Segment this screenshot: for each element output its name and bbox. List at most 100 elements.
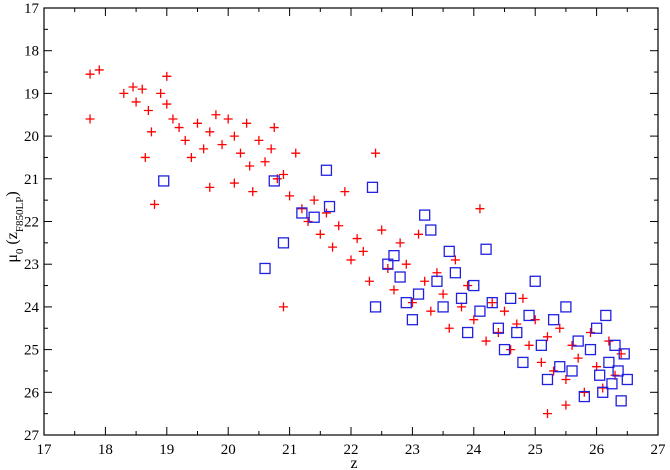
data-point-square	[609, 339, 621, 351]
data-point-square	[468, 279, 480, 292]
data-point-plus	[604, 336, 614, 346]
y-tick-label: 27	[24, 428, 40, 444]
data-point-plus	[297, 204, 307, 214]
data-point-square	[572, 335, 584, 347]
data-point-plus	[481, 336, 491, 346]
data-point-plus	[585, 328, 595, 338]
data-point-plus	[143, 105, 153, 115]
data-point-plus	[180, 135, 190, 145]
data-point-square	[443, 245, 455, 258]
data-point-plus	[561, 374, 571, 384]
data-point-plus	[383, 263, 393, 273]
y-axis-title-main: μ	[4, 254, 21, 263]
x-tick-label: 23	[405, 442, 420, 458]
data-point-square	[511, 326, 523, 339]
data-point-plus	[567, 340, 577, 350]
data-point-plus	[85, 69, 95, 79]
y-tick-label: 18	[24, 44, 39, 60]
data-point-square	[431, 275, 443, 287]
data-point-plus	[500, 306, 509, 316]
data-point-plus	[254, 135, 264, 145]
y-tick-label: 26	[24, 385, 40, 401]
y-tick-label: 21	[24, 172, 39, 188]
data-point-plus	[542, 409, 552, 419]
data-point-plus	[217, 140, 227, 150]
data-point-plus	[426, 306, 436, 316]
data-point-plus	[506, 345, 516, 355]
data-point-plus	[174, 123, 184, 133]
data-point-square	[590, 322, 603, 334]
data-point-plus	[146, 127, 156, 137]
data-point-square	[369, 301, 382, 313]
data-point-plus	[389, 285, 399, 295]
data-point-plus	[162, 99, 172, 109]
data-point-plus	[140, 152, 150, 162]
data-point-square	[308, 211, 320, 223]
data-point-square	[455, 292, 468, 305]
data-point-square	[612, 365, 624, 377]
data-point-plus	[450, 255, 460, 265]
data-point-plus	[260, 157, 270, 167]
x-axis-ticks: 17 18 19 20 21 22 23 24 25 26 27	[37, 8, 666, 458]
data-point-plus	[542, 332, 552, 342]
data-point-square	[268, 175, 280, 187]
data-point-plus	[475, 204, 485, 214]
data-point-plus	[371, 148, 381, 158]
data-point-plus	[128, 82, 138, 92]
x-tick-label: 18	[98, 442, 113, 458]
series-blue-square	[158, 164, 633, 407]
data-point-plus	[131, 97, 141, 107]
data-point-square	[412, 288, 425, 300]
data-point-plus	[328, 242, 338, 252]
data-point-plus	[463, 281, 473, 291]
y-axis-title-sub: 0	[14, 248, 26, 254]
data-point-plus	[364, 276, 374, 286]
data-point-square	[498, 343, 511, 356]
data-point-plus	[291, 148, 301, 158]
data-point-square	[406, 314, 419, 326]
data-point-plus	[266, 144, 276, 154]
data-point-square	[535, 339, 547, 351]
y-axis-title-paren-open: (z	[4, 232, 21, 248]
x-tick-label: 17	[37, 442, 53, 458]
data-point-plus	[401, 259, 411, 269]
data-point-square	[603, 356, 615, 369]
x-tick-label: 26	[589, 442, 605, 458]
data-point-plus	[414, 229, 424, 239]
data-point-square	[296, 207, 308, 219]
x-tick-label: 19	[159, 442, 174, 458]
data-point-plus	[340, 187, 350, 197]
data-point-plus	[352, 234, 362, 244]
data-point-square	[529, 275, 541, 287]
data-point-plus	[229, 178, 239, 188]
data-point-plus	[235, 148, 245, 158]
x-tick-label: 22	[344, 442, 359, 458]
y-axis-title-paren-sub: F850LP	[14, 197, 26, 232]
data-point-plus	[555, 323, 565, 333]
y-tick-label: 20	[24, 129, 39, 145]
data-point-plus	[242, 118, 252, 128]
data-point-square	[597, 386, 609, 398]
data-point-plus	[616, 349, 626, 359]
data-point-plus	[573, 353, 583, 363]
data-point-square	[547, 314, 560, 326]
x-tick-label: 25	[528, 442, 543, 458]
data-point-square	[621, 373, 633, 386]
data-point-square	[517, 356, 529, 369]
data-point-plus	[193, 118, 202, 128]
data-point-square	[382, 258, 394, 270]
data-point-square	[259, 262, 271, 275]
data-point-plus	[303, 217, 313, 226]
data-point-plus	[444, 323, 454, 333]
y-tick-label: 19	[24, 86, 39, 102]
data-point-plus	[358, 246, 368, 256]
data-point-plus	[420, 276, 430, 286]
data-point-plus	[315, 229, 325, 239]
data-point-square	[523, 309, 535, 322]
data-point-square	[606, 378, 618, 390]
data-point-plus	[150, 199, 160, 209]
data-point-square	[474, 305, 486, 317]
data-point-square	[437, 301, 449, 313]
data-point-plus	[137, 84, 147, 94]
data-point-square	[158, 175, 170, 187]
